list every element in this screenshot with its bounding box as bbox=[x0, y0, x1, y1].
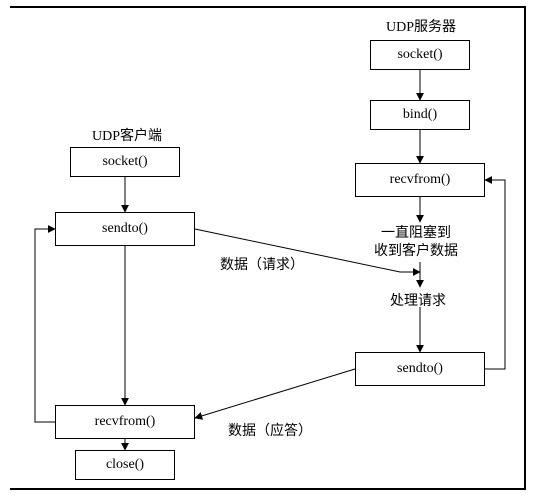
node-server-recvfrom: recvfrom() bbox=[355, 163, 485, 197]
client-title: UDP客户端 bbox=[72, 125, 182, 145]
label-blocking-line1: 一直阻塞到 bbox=[381, 226, 451, 241]
node-client-sendto: sendto() bbox=[55, 212, 195, 246]
label-request: 数据（请求） bbox=[220, 254, 304, 274]
node-client-socket: socket() bbox=[70, 147, 180, 177]
server-title: UDP服务器 bbox=[366, 16, 476, 36]
node-server-sendto: sendto() bbox=[355, 352, 485, 386]
label-response: 数据（应答） bbox=[228, 420, 312, 440]
label-blocking: 一直阻塞到 收到客户数据 bbox=[374, 225, 458, 261]
label-blocking-line2: 收到客户数据 bbox=[374, 244, 458, 259]
node-client-close: close() bbox=[75, 450, 175, 480]
flowchart-stage: UDP客户端 UDP服务器 socket() sendto() recvfrom… bbox=[0, 0, 538, 500]
label-process: 处理请求 bbox=[390, 290, 446, 310]
node-client-recvfrom: recvfrom() bbox=[55, 405, 195, 439]
node-server-socket: socket() bbox=[370, 40, 470, 70]
node-server-bind: bind() bbox=[370, 100, 470, 130]
